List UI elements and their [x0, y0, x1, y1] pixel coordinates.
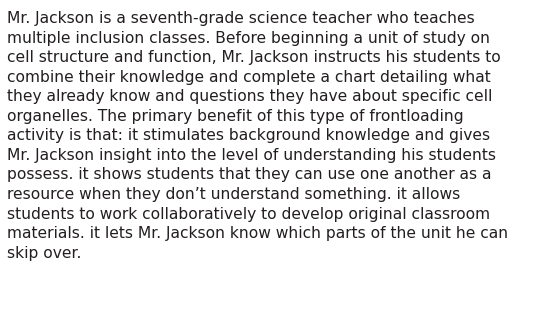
Text: Mr. Jackson is a seventh-grade science teacher who teaches
multiple inclusion cl: Mr. Jackson is a seventh-grade science t…	[7, 11, 508, 261]
